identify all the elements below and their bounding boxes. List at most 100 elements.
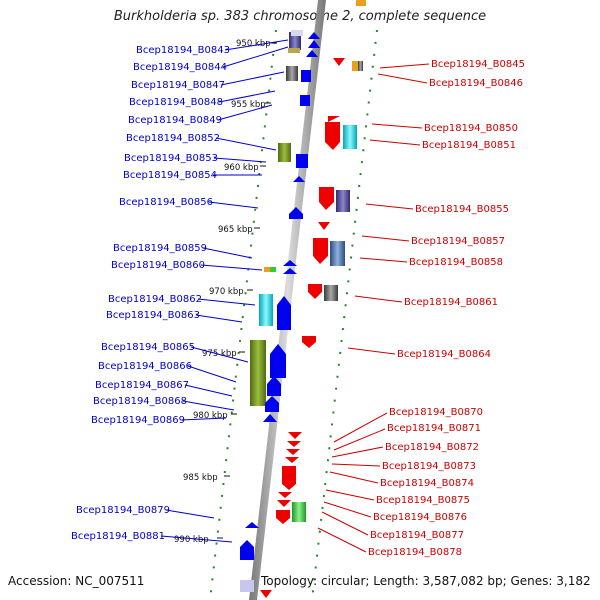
- connector-line: [333, 428, 386, 451]
- forward-gene-arrow[interactable]: [308, 32, 320, 39]
- kbp-label: 980 kbp: [193, 411, 228, 421]
- reverse-gene-arrow[interactable]: [302, 336, 316, 348]
- forward-gene-arrow[interactable]: [240, 540, 254, 560]
- gene-label[interactable]: Bcep18194_B0853: [124, 153, 218, 164]
- forward-gene-arrow[interactable]: [308, 40, 320, 48]
- gene-box-orange[interactable]: [264, 267, 270, 272]
- gene-label[interactable]: Bcep18194_B0868: [93, 396, 187, 407]
- reverse-gene-arrow[interactable]: [276, 510, 290, 524]
- gene-label[interactable]: Bcep18194_B0874: [380, 478, 474, 489]
- gene-box-light[interactable]: [291, 30, 303, 36]
- gene-box-olive[interactable]: [288, 48, 300, 53]
- gene-label[interactable]: Bcep18194_B0876: [373, 512, 467, 523]
- forward-gene-arrow[interactable]: [306, 50, 318, 57]
- gene-label[interactable]: Bcep18194_B0878: [368, 547, 462, 558]
- gene-label[interactable]: Bcep18194_B0871: [387, 423, 481, 434]
- gene-label[interactable]: Bcep18194_B0872: [385, 442, 479, 453]
- forward-gene-arrow[interactable]: [277, 296, 291, 330]
- gene-box-gray[interactable]: [286, 66, 298, 81]
- forward-gene-arrow[interactable]: [245, 522, 259, 528]
- gene-label[interactable]: Bcep18194_B0850: [424, 123, 518, 134]
- gene-box-olive[interactable]: [250, 340, 266, 406]
- gene-label[interactable]: Bcep18194_B0849: [128, 115, 222, 126]
- reverse-gene-arrow[interactable]: [277, 500, 291, 507]
- connector-line: [379, 63, 430, 69]
- gene-label[interactable]: Bcep18194_B0858: [409, 257, 503, 268]
- gene-label[interactable]: Bcep18194_B0861: [404, 297, 498, 308]
- forward-gene-arrow[interactable]: [270, 344, 286, 378]
- gene-label[interactable]: Bcep18194_B0860: [111, 260, 205, 271]
- gene-box-green[interactable]: [292, 502, 306, 522]
- gene-box-purple[interactable]: [289, 32, 301, 50]
- gene-box-gray[interactable]: [358, 61, 363, 71]
- gene-label[interactable]: Bcep18194_B0854: [123, 170, 217, 181]
- forward-gene-arrow[interactable]: [293, 176, 305, 182]
- gene-label[interactable]: Bcep18194_B0848: [129, 97, 223, 108]
- gene-label[interactable]: Bcep18194_B0845: [431, 59, 525, 70]
- gene-label[interactable]: Bcep18194_B0879: [76, 505, 170, 516]
- reverse-gene-arrow[interactable]: [328, 116, 340, 122]
- gene-box-lavender[interactable]: [240, 580, 254, 592]
- gene-box-cyan[interactable]: [259, 294, 273, 326]
- gene-label[interactable]: Bcep18194_B0851: [422, 140, 516, 151]
- gene-label[interactable]: Bcep18194_B0862: [108, 294, 202, 305]
- gene-box-orange[interactable]: [356, 0, 366, 6]
- reverse-gene-arrow[interactable]: [285, 457, 299, 463]
- gene-label[interactable]: Bcep18194_B0843: [136, 45, 230, 56]
- reverse-gene-arrow[interactable]: [313, 238, 328, 264]
- gene-label[interactable]: Bcep18194_B0864: [397, 349, 491, 360]
- gene-label[interactable]: Bcep18194_B0846: [429, 78, 523, 89]
- forward-gene-arrow[interactable]: [296, 146, 308, 168]
- gene-label[interactable]: Bcep18194_B0866: [98, 361, 192, 372]
- reverse-gene-arrow[interactable]: [282, 466, 296, 490]
- gene-label[interactable]: Bcep18194_B0852: [126, 133, 220, 144]
- forward-gene-arrow[interactable]: [300, 89, 310, 106]
- kbp-label: 950 kbp: [236, 39, 271, 49]
- reverse-gene-arrow[interactable]: [319, 187, 334, 210]
- reverse-gene-arrow[interactable]: [286, 449, 300, 455]
- reverse-gene-arrow[interactable]: [278, 492, 292, 498]
- gene-box-cyan[interactable]: [343, 125, 357, 149]
- right-strand-features: [292, 0, 366, 522]
- reverse-gene-arrow[interactable]: [308, 284, 322, 299]
- forward-gene-arrow[interactable]: [265, 396, 279, 412]
- reverse-gene-arrow[interactable]: [287, 441, 301, 447]
- forward-gene-arrow[interactable]: [289, 207, 303, 219]
- connector-line: [195, 314, 243, 323]
- gene-label[interactable]: Bcep18194_B0847: [131, 80, 225, 91]
- gene-label[interactable]: Bcep18194_B0875: [376, 495, 470, 506]
- gene-label[interactable]: Bcep18194_B0869: [91, 415, 185, 426]
- forward-gene-arrow[interactable]: [301, 64, 311, 82]
- forward-gene-arrow[interactable]: [283, 268, 297, 274]
- forward-gene-arrow[interactable]: [263, 414, 277, 422]
- gene-label[interactable]: Bcep18194_B0863: [106, 310, 200, 321]
- reverse-gene-arrow[interactable]: [325, 122, 340, 150]
- reverse-gene-arrow[interactable]: [318, 222, 330, 230]
- gene-label[interactable]: Bcep18194_B0857: [411, 236, 505, 247]
- gene-box-olive[interactable]: [278, 143, 291, 162]
- gene-label[interactable]: Bcep18194_B0877: [370, 530, 464, 541]
- gene-label[interactable]: Bcep18194_B0870: [389, 407, 483, 418]
- kbp-label: 955 kbp: [231, 100, 266, 110]
- gene-label[interactable]: Bcep18194_B0844: [133, 62, 227, 73]
- gene-box-gray[interactable]: [324, 285, 338, 301]
- gene-label[interactable]: Bcep18194_B0881: [71, 531, 165, 542]
- gene-label[interactable]: Bcep18194_B0856: [119, 197, 213, 208]
- gene-label[interactable]: Bcep18194_B0859: [113, 243, 207, 254]
- gene-label[interactable]: Bcep18194_B0865: [101, 342, 195, 353]
- connector-line: [200, 264, 263, 271]
- forward-gene-arrow[interactable]: [283, 260, 297, 266]
- gene-box-slate[interactable]: [330, 241, 345, 266]
- gene-label[interactable]: Bcep18194_B0867: [95, 380, 189, 391]
- gene-label[interactable]: Bcep18194_B0855: [415, 204, 509, 215]
- connector-line: [213, 157, 267, 163]
- forward-gene-arrow[interactable]: [267, 376, 281, 396]
- gene-label[interactable]: Bcep18194_B0873: [382, 461, 476, 472]
- gene-box-orange[interactable]: [352, 61, 359, 71]
- gene-box-green[interactable]: [270, 267, 276, 272]
- reverse-gene-arrow[interactable]: [333, 58, 345, 66]
- reverse-gene-arrow[interactable]: [260, 590, 272, 598]
- gene-box-purple[interactable]: [336, 190, 350, 212]
- reverse-strand-genes: [260, 58, 345, 598]
- reverse-gene-arrow[interactable]: [288, 432, 302, 439]
